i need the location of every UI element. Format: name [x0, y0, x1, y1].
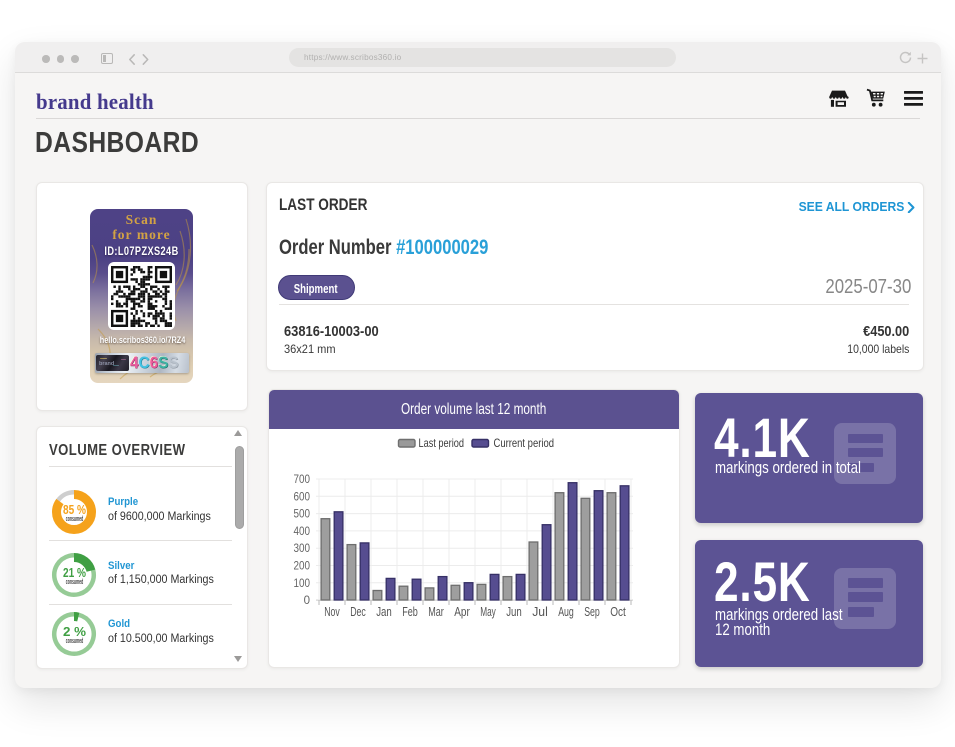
svg-text:Jan: Jan — [376, 605, 392, 619]
svg-text:Mar: Mar — [428, 605, 444, 619]
svg-text:Nov: Nov — [324, 605, 340, 619]
svg-text:500: 500 — [294, 509, 311, 521]
svg-text:Aug: Aug — [558, 605, 574, 619]
svg-text:21 %: 21 % — [63, 565, 86, 580]
svg-text:Jun: Jun — [506, 605, 522, 619]
svg-text:Oct: Oct — [610, 605, 626, 619]
svg-text:Dec: Dec — [350, 605, 366, 619]
svg-text:600: 600 — [294, 491, 311, 503]
svg-text:0: 0 — [304, 595, 310, 607]
svg-text:Last period: Last period — [419, 436, 465, 450]
svg-text:Jul: Jul — [532, 605, 548, 619]
svg-text:300: 300 — [294, 543, 311, 555]
svg-text:200: 200 — [294, 561, 311, 573]
svg-text:consumed: consumed — [66, 516, 84, 523]
svg-text:Sep: Sep — [584, 605, 600, 619]
svg-text:Current period: Current period — [494, 436, 555, 450]
svg-text:85 %: 85 % — [63, 502, 86, 517]
svg-text:consumed: consumed — [66, 638, 84, 645]
svg-text:400: 400 — [294, 526, 311, 538]
svg-text:2 %: 2 % — [63, 624, 86, 639]
svg-text:May: May — [480, 605, 496, 619]
svg-text:consumed: consumed — [66, 579, 84, 586]
svg-text:Feb: Feb — [402, 605, 418, 619]
svg-text:100: 100 — [294, 578, 311, 590]
svg-text:700: 700 — [294, 474, 311, 486]
svg-text:Apr: Apr — [454, 605, 470, 619]
